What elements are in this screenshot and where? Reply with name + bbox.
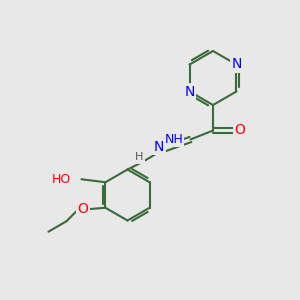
Text: N: N: [184, 85, 195, 98]
Text: HO: HO: [52, 173, 71, 186]
Text: H: H: [135, 152, 144, 163]
Text: NH: NH: [164, 133, 183, 146]
Text: N: N: [231, 58, 242, 71]
Text: O: O: [77, 202, 88, 216]
Text: N: N: [154, 140, 164, 154]
Text: O: O: [235, 124, 245, 137]
